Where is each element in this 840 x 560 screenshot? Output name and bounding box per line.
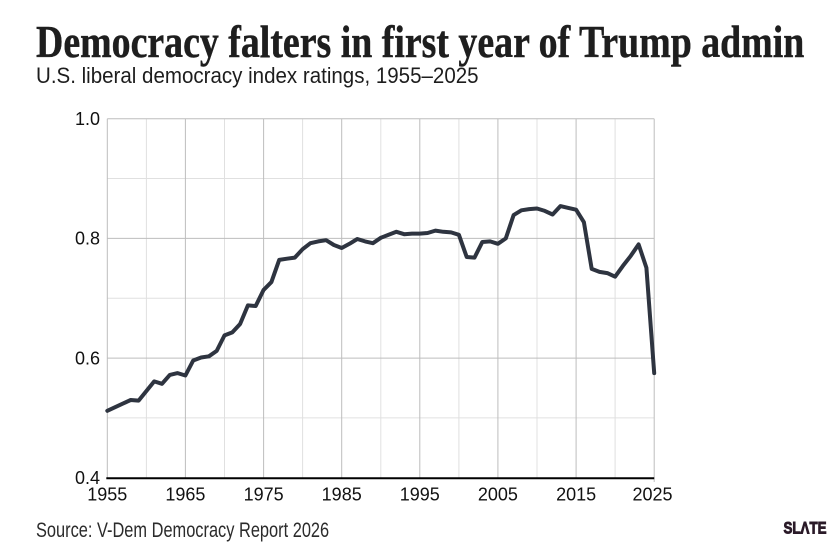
svg-text:1985: 1985 — [322, 484, 362, 504]
svg-text:2025: 2025 — [632, 484, 672, 504]
svg-text:1975: 1975 — [244, 484, 284, 504]
svg-text:0.6: 0.6 — [75, 348, 100, 368]
svg-text:2015: 2015 — [556, 484, 596, 504]
svg-text:1955: 1955 — [87, 484, 127, 504]
svg-text:0.8: 0.8 — [75, 229, 100, 249]
svg-text:1965: 1965 — [165, 484, 205, 504]
svg-text:0.4: 0.4 — [75, 468, 100, 488]
svg-text:1995: 1995 — [400, 484, 440, 504]
svg-text:SLΛTE: SLΛTE — [784, 519, 827, 538]
svg-text:2005: 2005 — [478, 484, 518, 504]
svg-text:1.0: 1.0 — [75, 109, 100, 129]
